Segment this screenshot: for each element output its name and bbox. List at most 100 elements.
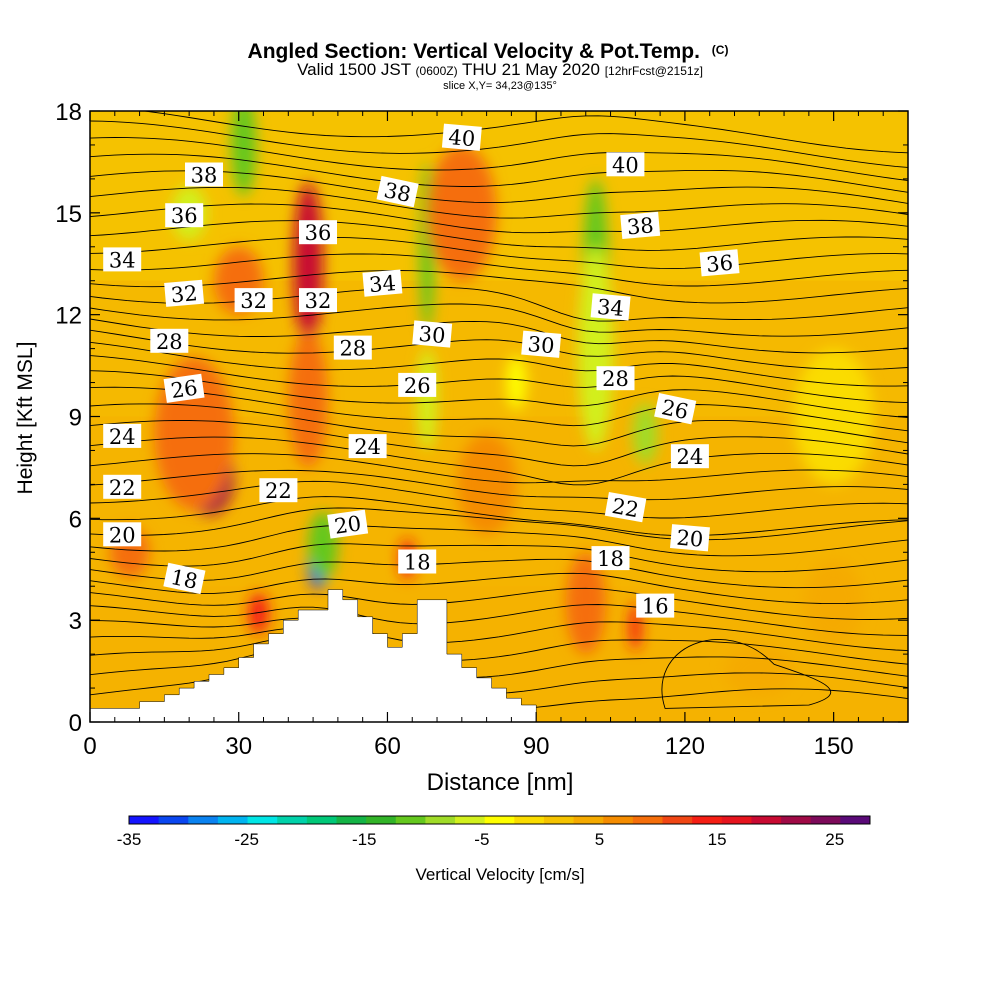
isentrope-line [90,120,908,168]
isentrope-line [90,469,908,501]
contour-label-text: 22 [610,494,640,522]
contour-label: 22 [259,478,298,503]
colorbar-tick-label: -25 [234,830,259,849]
contour-label-text: 24 [677,445,704,469]
velocity-cell [288,331,328,468]
contour-label-text: 34 [109,248,136,272]
contour-label: 36 [699,249,740,277]
contour-label: 32 [234,288,273,313]
contour-label: 38 [185,162,223,188]
contour-label: 36 [299,220,337,245]
contour-label: 18 [398,549,437,575]
isentrope-line [90,496,908,537]
colorbar-swatch [603,816,634,824]
terrain-mask [90,589,537,722]
contour-label-box [164,279,205,307]
isentrope-line [90,370,908,418]
contour-label-text: 38 [191,164,218,188]
contour-label-box [596,366,635,391]
x-tick-label: 30 [225,733,252,760]
isentrope-line [90,303,908,337]
contour-labels: 38 36 34 32 32 32 36 28 28 26 24 22 20 18 22 20 24 26 34 38… [103,123,740,619]
contour-label-text: 20 [676,526,705,552]
contour-label-box [590,293,631,321]
isentrope-line [90,636,908,679]
isentrope-line [90,572,908,605]
colorbar-swatch [810,816,841,824]
contour-label-text: 26 [169,376,199,403]
velocity-cell [724,645,794,697]
contour-label-text: 26 [404,374,431,398]
isentrope-line [90,355,908,404]
isentrope-line [90,253,908,287]
colorbar-tick-label: 25 [825,830,844,849]
contour-label: 22 [604,491,647,522]
contour-label-text: 38 [382,178,413,207]
colorbar-swatch [840,816,871,824]
contour-label-text: 28 [339,337,366,361]
contour-label-text: 34 [368,271,397,297]
x-axis-label: Distance [nm] [427,769,574,796]
colorbar-swatch [455,816,486,824]
isentrope-line [90,137,908,181]
contour-label-text: 24 [354,435,381,459]
isentrope-line [90,186,908,219]
contour-label-text: 28 [156,330,183,354]
contour-label-text: 36 [705,251,734,277]
contour-label: 20 [103,522,142,547]
contour-label: 26 [163,373,205,403]
contour-label: 24 [103,423,142,449]
contour-label: 18 [591,546,630,571]
contour-label-text: 30 [418,322,447,348]
contour-label: 38 [620,211,661,240]
isentrope-line [90,507,908,541]
chart-slice-label: slice X,Y= 34,23@135° [443,80,557,92]
contour-label-box [165,203,204,228]
isentrope-line [90,203,908,234]
isentrope-line [90,525,908,557]
isentrope-loop [661,639,832,709]
contour-label: 34 [103,247,142,272]
contour-label: 28 [150,328,189,354]
y-tick-label: 15 [55,201,82,228]
colorbar-frame [128,815,871,825]
isentrope-line [90,436,908,486]
isentrope-line [90,286,908,322]
contour-label-text: 36 [305,221,332,245]
contour-label-box [591,546,630,571]
isentrope-line [90,403,908,447]
isentrope-line [90,318,908,354]
contour-label-text: 36 [171,204,198,228]
colorbar-swatch [514,816,545,824]
contour-label: 26 [654,393,697,425]
colorbar-swatch [395,816,426,824]
chart-title: Angled Section: Vertical Velocity & Pot.… [248,40,729,63]
contour-label-text: 22 [265,479,292,503]
contour-label: 16 [636,593,675,619]
contour-label: 30 [412,320,453,348]
contour-label: 24 [670,444,709,469]
isentrope-line [90,617,908,652]
title-mark: (C) [712,43,729,57]
contour-label-text: 16 [642,595,669,619]
contour-label-text: 32 [170,281,199,307]
contour-label-box [636,593,675,618]
contour-label-box [299,220,337,245]
contour-label-text: 32 [305,289,332,313]
contour-label-box [348,434,387,459]
contour-label-text: 34 [596,295,625,321]
isentrope-line [90,329,908,370]
colorbar-tick-label: -35 [117,830,142,849]
isentrope-line [90,604,908,636]
contour-label: 32 [299,288,337,313]
isentrope-line [90,627,908,665]
contour-label: 28 [596,366,635,391]
contour-label: 34 [590,293,631,321]
contour-label-box [441,123,482,151]
y-tick-label: 12 [55,303,82,330]
isentrope-line [90,270,908,304]
velocity-cell [578,246,614,451]
colorbar-swatch [781,816,812,824]
isentrope-line [90,420,908,467]
